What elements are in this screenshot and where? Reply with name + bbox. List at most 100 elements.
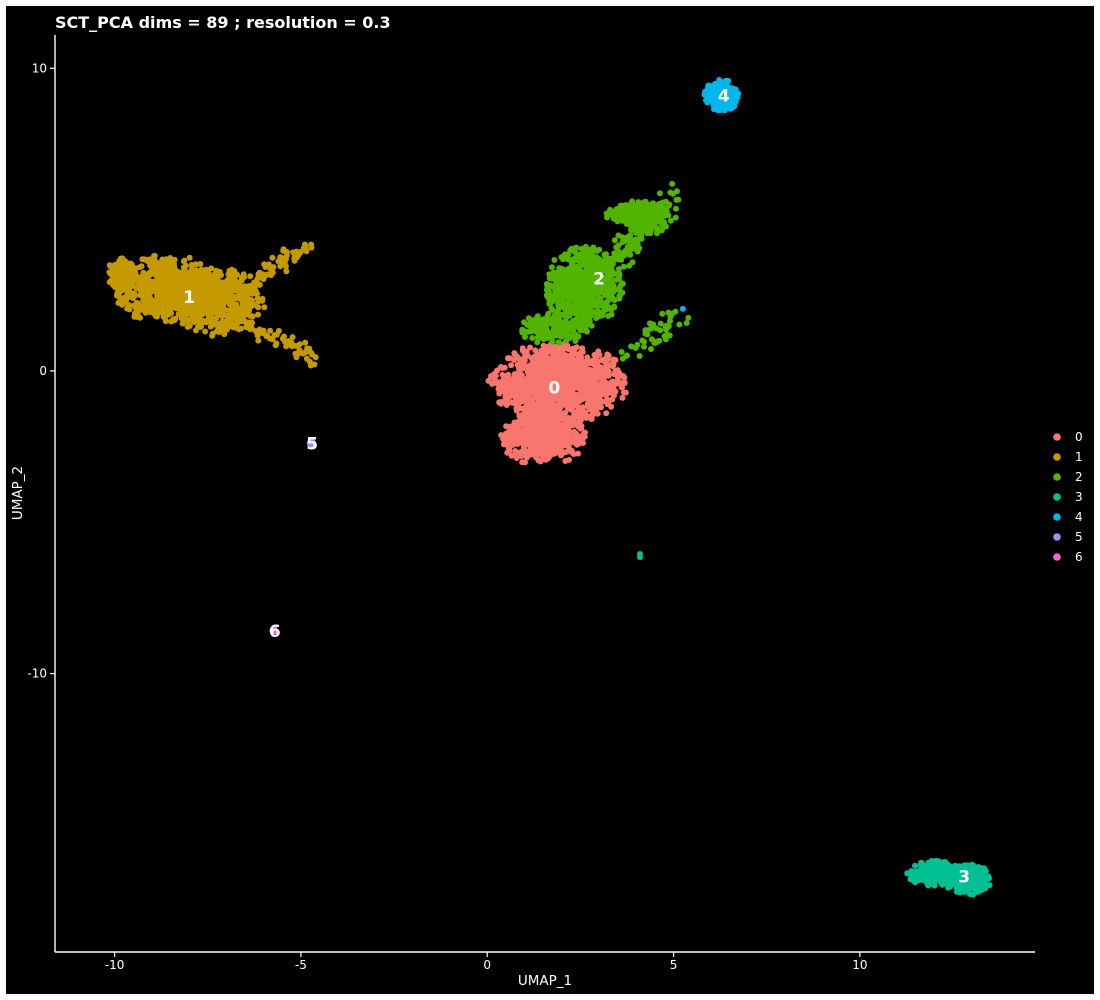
point	[115, 277, 122, 284]
point	[540, 357, 547, 364]
point	[115, 299, 122, 306]
point	[646, 320, 653, 327]
point	[547, 275, 553, 282]
point	[647, 325, 654, 332]
point	[193, 311, 200, 318]
point	[254, 330, 261, 337]
point	[180, 264, 187, 271]
point	[564, 423, 570, 430]
point	[540, 324, 547, 331]
point	[529, 360, 536, 366]
point	[204, 299, 211, 305]
point	[922, 877, 929, 884]
point	[628, 216, 635, 223]
point	[552, 325, 559, 332]
point	[188, 296, 195, 303]
point	[151, 269, 157, 276]
point	[185, 317, 192, 324]
plot-background	[6, 6, 1094, 994]
point	[931, 879, 938, 886]
point	[220, 325, 227, 332]
point	[151, 252, 158, 259]
point	[196, 315, 203, 322]
point	[616, 370, 623, 377]
point	[554, 347, 561, 354]
point	[571, 369, 578, 375]
point	[659, 310, 666, 317]
point	[555, 339, 562, 346]
point	[600, 369, 607, 376]
point	[972, 883, 979, 890]
point	[530, 375, 537, 381]
point	[581, 282, 588, 289]
point	[212, 301, 219, 308]
point	[569, 267, 576, 274]
point	[569, 345, 576, 352]
point	[604, 211, 611, 217]
point	[152, 257, 158, 264]
point	[555, 271, 562, 278]
point	[584, 393, 591, 400]
point	[238, 277, 245, 284]
point	[525, 363, 532, 370]
point	[641, 338, 648, 345]
point	[239, 297, 245, 304]
point	[575, 287, 582, 294]
point	[198, 277, 205, 284]
point	[565, 325, 572, 332]
point	[511, 419, 518, 426]
point	[611, 297, 618, 304]
point	[210, 292, 217, 298]
point	[973, 876, 980, 883]
point	[575, 323, 582, 330]
point	[629, 259, 636, 266]
point	[572, 335, 579, 342]
point	[532, 347, 539, 354]
point	[220, 282, 227, 289]
point	[527, 450, 534, 457]
point	[151, 263, 158, 270]
point	[575, 352, 582, 359]
point	[563, 345, 570, 352]
point	[168, 291, 175, 298]
point	[569, 352, 576, 359]
point	[236, 315, 243, 322]
point	[628, 201, 635, 208]
point	[569, 394, 575, 401]
point	[227, 308, 234, 315]
point	[615, 232, 622, 239]
point	[571, 283, 578, 290]
point	[635, 199, 642, 206]
point	[291, 251, 298, 258]
point	[568, 407, 575, 413]
point	[134, 304, 141, 311]
point	[616, 272, 623, 279]
point	[597, 382, 603, 389]
point	[273, 340, 280, 347]
point	[213, 285, 220, 292]
point	[916, 877, 923, 883]
point	[117, 265, 124, 272]
point	[127, 260, 134, 267]
point	[667, 217, 674, 224]
point	[603, 260, 610, 267]
series-1-points	[106, 241, 319, 369]
point	[582, 429, 588, 436]
point	[550, 316, 557, 323]
point	[172, 269, 179, 276]
point	[574, 356, 581, 363]
point	[599, 357, 605, 364]
point	[215, 277, 222, 284]
series-2-points	[519, 180, 692, 362]
point	[513, 451, 520, 458]
point	[178, 315, 185, 322]
point	[501, 364, 508, 371]
point	[504, 449, 511, 456]
point	[539, 418, 546, 425]
point	[618, 349, 625, 355]
point	[213, 272, 220, 279]
point	[279, 335, 286, 342]
point	[555, 388, 562, 395]
point	[909, 870, 916, 877]
point	[153, 302, 160, 308]
